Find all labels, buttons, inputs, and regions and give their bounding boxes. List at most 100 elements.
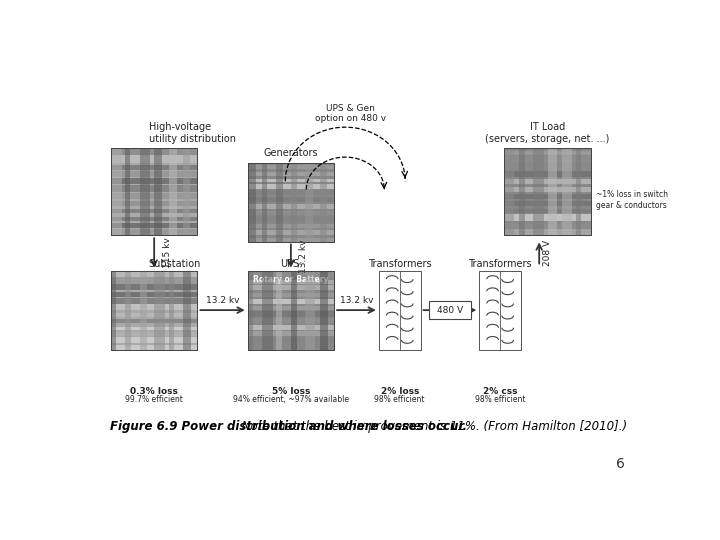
- Bar: [248, 273, 334, 277]
- Bar: [248, 238, 334, 241]
- Bar: [111, 278, 197, 284]
- Bar: [248, 343, 334, 349]
- Bar: [168, 271, 174, 349]
- Bar: [320, 271, 328, 349]
- Bar: [111, 284, 197, 291]
- Bar: [480, 271, 521, 349]
- Bar: [547, 148, 557, 235]
- Bar: [111, 327, 197, 330]
- Bar: [248, 306, 334, 310]
- Text: UPS:: UPS:: [279, 259, 302, 268]
- Bar: [504, 171, 591, 177]
- Bar: [111, 298, 197, 303]
- Bar: [248, 217, 334, 222]
- Text: 98% efficient: 98% efficient: [374, 395, 425, 404]
- Bar: [248, 179, 334, 183]
- Bar: [111, 185, 197, 192]
- Bar: [504, 151, 591, 155]
- Bar: [111, 178, 197, 184]
- Bar: [248, 280, 334, 284]
- Bar: [111, 148, 197, 235]
- Bar: [248, 197, 334, 202]
- Bar: [504, 165, 591, 170]
- Bar: [111, 156, 197, 163]
- Bar: [111, 223, 197, 228]
- Bar: [305, 271, 315, 349]
- Bar: [504, 194, 591, 199]
- Bar: [518, 148, 525, 235]
- Text: 99.7% efficient: 99.7% efficient: [125, 395, 183, 404]
- Bar: [248, 319, 334, 323]
- Bar: [248, 172, 334, 176]
- Bar: [248, 331, 334, 336]
- Bar: [111, 303, 197, 310]
- Bar: [504, 214, 591, 221]
- Bar: [504, 209, 591, 213]
- Bar: [248, 211, 334, 215]
- Bar: [262, 271, 274, 349]
- Bar: [248, 163, 334, 241]
- Bar: [111, 271, 197, 277]
- Text: 6: 6: [616, 457, 624, 471]
- Bar: [248, 293, 334, 297]
- Bar: [504, 187, 591, 192]
- Text: High-voltage
utility distribution: High-voltage utility distribution: [148, 122, 235, 144]
- Bar: [248, 299, 334, 303]
- Bar: [154, 271, 166, 349]
- Bar: [111, 217, 197, 221]
- Bar: [183, 148, 189, 235]
- Text: 2% css: 2% css: [483, 387, 518, 396]
- Bar: [111, 229, 197, 235]
- Bar: [291, 271, 297, 349]
- Text: ~1% loss in switch
gear & conductors: ~1% loss in switch gear & conductors: [596, 190, 668, 210]
- Text: IT Load
(servers, storage, net. ...): IT Load (servers, storage, net. ...): [485, 122, 610, 144]
- Text: Transformers: Transformers: [468, 259, 532, 268]
- Bar: [111, 271, 116, 349]
- Text: 13.2 kv: 13.2 kv: [300, 239, 308, 273]
- Bar: [140, 271, 147, 349]
- Bar: [320, 163, 327, 241]
- Text: UPS & Gen
option on 480 v: UPS & Gen option on 480 v: [315, 104, 387, 123]
- Text: Rotary or Battery: Rotary or Battery: [253, 275, 328, 284]
- Bar: [305, 163, 313, 241]
- Bar: [111, 148, 122, 235]
- Bar: [111, 200, 197, 206]
- Bar: [111, 292, 197, 297]
- Text: 13.2 kv: 13.2 kv: [340, 296, 373, 305]
- Bar: [125, 148, 130, 235]
- Bar: [248, 163, 334, 241]
- Text: 2% loss: 2% loss: [380, 387, 419, 396]
- Text: 0.3% loss: 0.3% loss: [130, 387, 178, 396]
- Bar: [276, 163, 283, 241]
- Text: 208 V: 208 V: [543, 240, 552, 266]
- Bar: [504, 148, 591, 235]
- Bar: [262, 163, 267, 241]
- Bar: [248, 204, 334, 208]
- Bar: [248, 271, 334, 349]
- Bar: [248, 325, 334, 330]
- Bar: [504, 148, 591, 235]
- Bar: [248, 271, 253, 349]
- Bar: [111, 333, 197, 336]
- Bar: [276, 271, 282, 349]
- Text: 480 V: 480 V: [437, 306, 463, 315]
- Text: Note that the best improvement is 11%. (From Hamilton [2010].): Note that the best improvement is 11%. (…: [238, 420, 627, 433]
- Bar: [577, 148, 581, 235]
- Bar: [168, 148, 176, 235]
- Bar: [248, 311, 334, 316]
- Bar: [111, 345, 197, 349]
- Bar: [154, 148, 161, 235]
- Bar: [111, 149, 197, 155]
- Bar: [111, 148, 197, 235]
- Bar: [248, 184, 334, 189]
- Bar: [248, 165, 334, 169]
- Text: 98% efficient: 98% efficient: [475, 395, 526, 404]
- Bar: [291, 163, 297, 241]
- Bar: [111, 338, 197, 343]
- Text: 13.2 kv: 13.2 kv: [206, 296, 239, 305]
- Text: Substation: Substation: [148, 259, 201, 268]
- Text: Figure 6.9 Power distribution and where losses occur.: Figure 6.9 Power distribution and where …: [109, 420, 467, 433]
- Bar: [248, 285, 334, 291]
- Bar: [504, 222, 591, 228]
- Bar: [248, 190, 334, 195]
